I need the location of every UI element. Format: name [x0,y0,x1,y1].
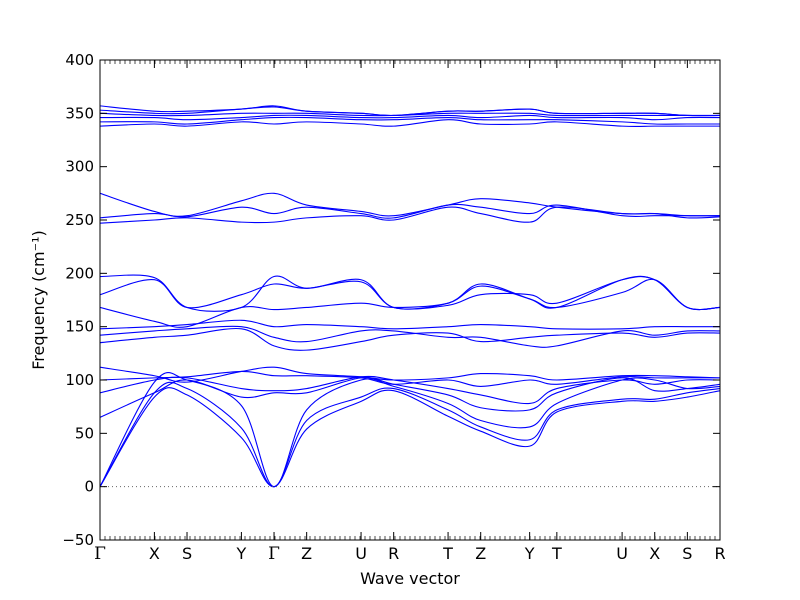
x-tick-label: S [682,544,692,563]
x-tick-label: X [149,544,160,563]
band-line [100,325,720,348]
band-line [100,105,720,117]
x-tick-label: Γ [94,544,106,564]
band-line [100,370,720,387]
band-line [100,377,720,418]
y-tick-label: 400 [65,51,94,69]
band-line [100,278,720,328]
x-tick-label: S [182,544,192,563]
bands-layer [100,105,720,488]
band-line [100,387,720,488]
y-axis-title: Frequency (cm⁻¹) [29,230,48,369]
band-line [100,375,720,405]
x-tick-label: Γ [268,544,280,564]
x-tick-label: R [388,544,399,563]
y-tick-label: 50 [75,424,94,442]
y-tick-label: 200 [65,264,94,282]
x-tick-label: Y [524,544,535,563]
band-line [100,112,720,117]
y-tick-label: 0 [84,478,94,496]
band-line [100,327,720,351]
y-tick-label: −50 [62,531,94,549]
band-line [100,381,720,488]
x-tick-label: X [649,544,660,563]
x-tick-label: U [355,544,367,563]
band-line [100,116,720,125]
band-line [100,274,720,312]
x-tick-label: U [616,544,628,563]
x-axis-title: Wave vector [360,569,460,588]
band-line [100,366,720,383]
band-line [100,192,720,217]
y-axis: 400 350 300 250 200 150 100 50 0 −50 [62,51,720,549]
band-line [100,319,720,330]
y-tick-label: 350 [65,104,94,122]
x-tick-label: R [714,544,725,563]
band-line [100,114,720,121]
high-symmetry-lines [104,60,716,540]
plot-frame [99,59,721,541]
x-tick-label: T [551,544,562,563]
y-tick-label: 100 [65,371,94,389]
y-tick-label: 150 [65,318,94,336]
x-tick-label: Y [236,544,247,563]
x-tick-label: Z [475,544,486,563]
band-line [100,119,720,127]
x-tick-label: Z [301,544,312,563]
y-tick-label: 250 [65,211,94,229]
x-tick-label: T [442,544,453,563]
y-tick-label: 300 [65,158,94,176]
